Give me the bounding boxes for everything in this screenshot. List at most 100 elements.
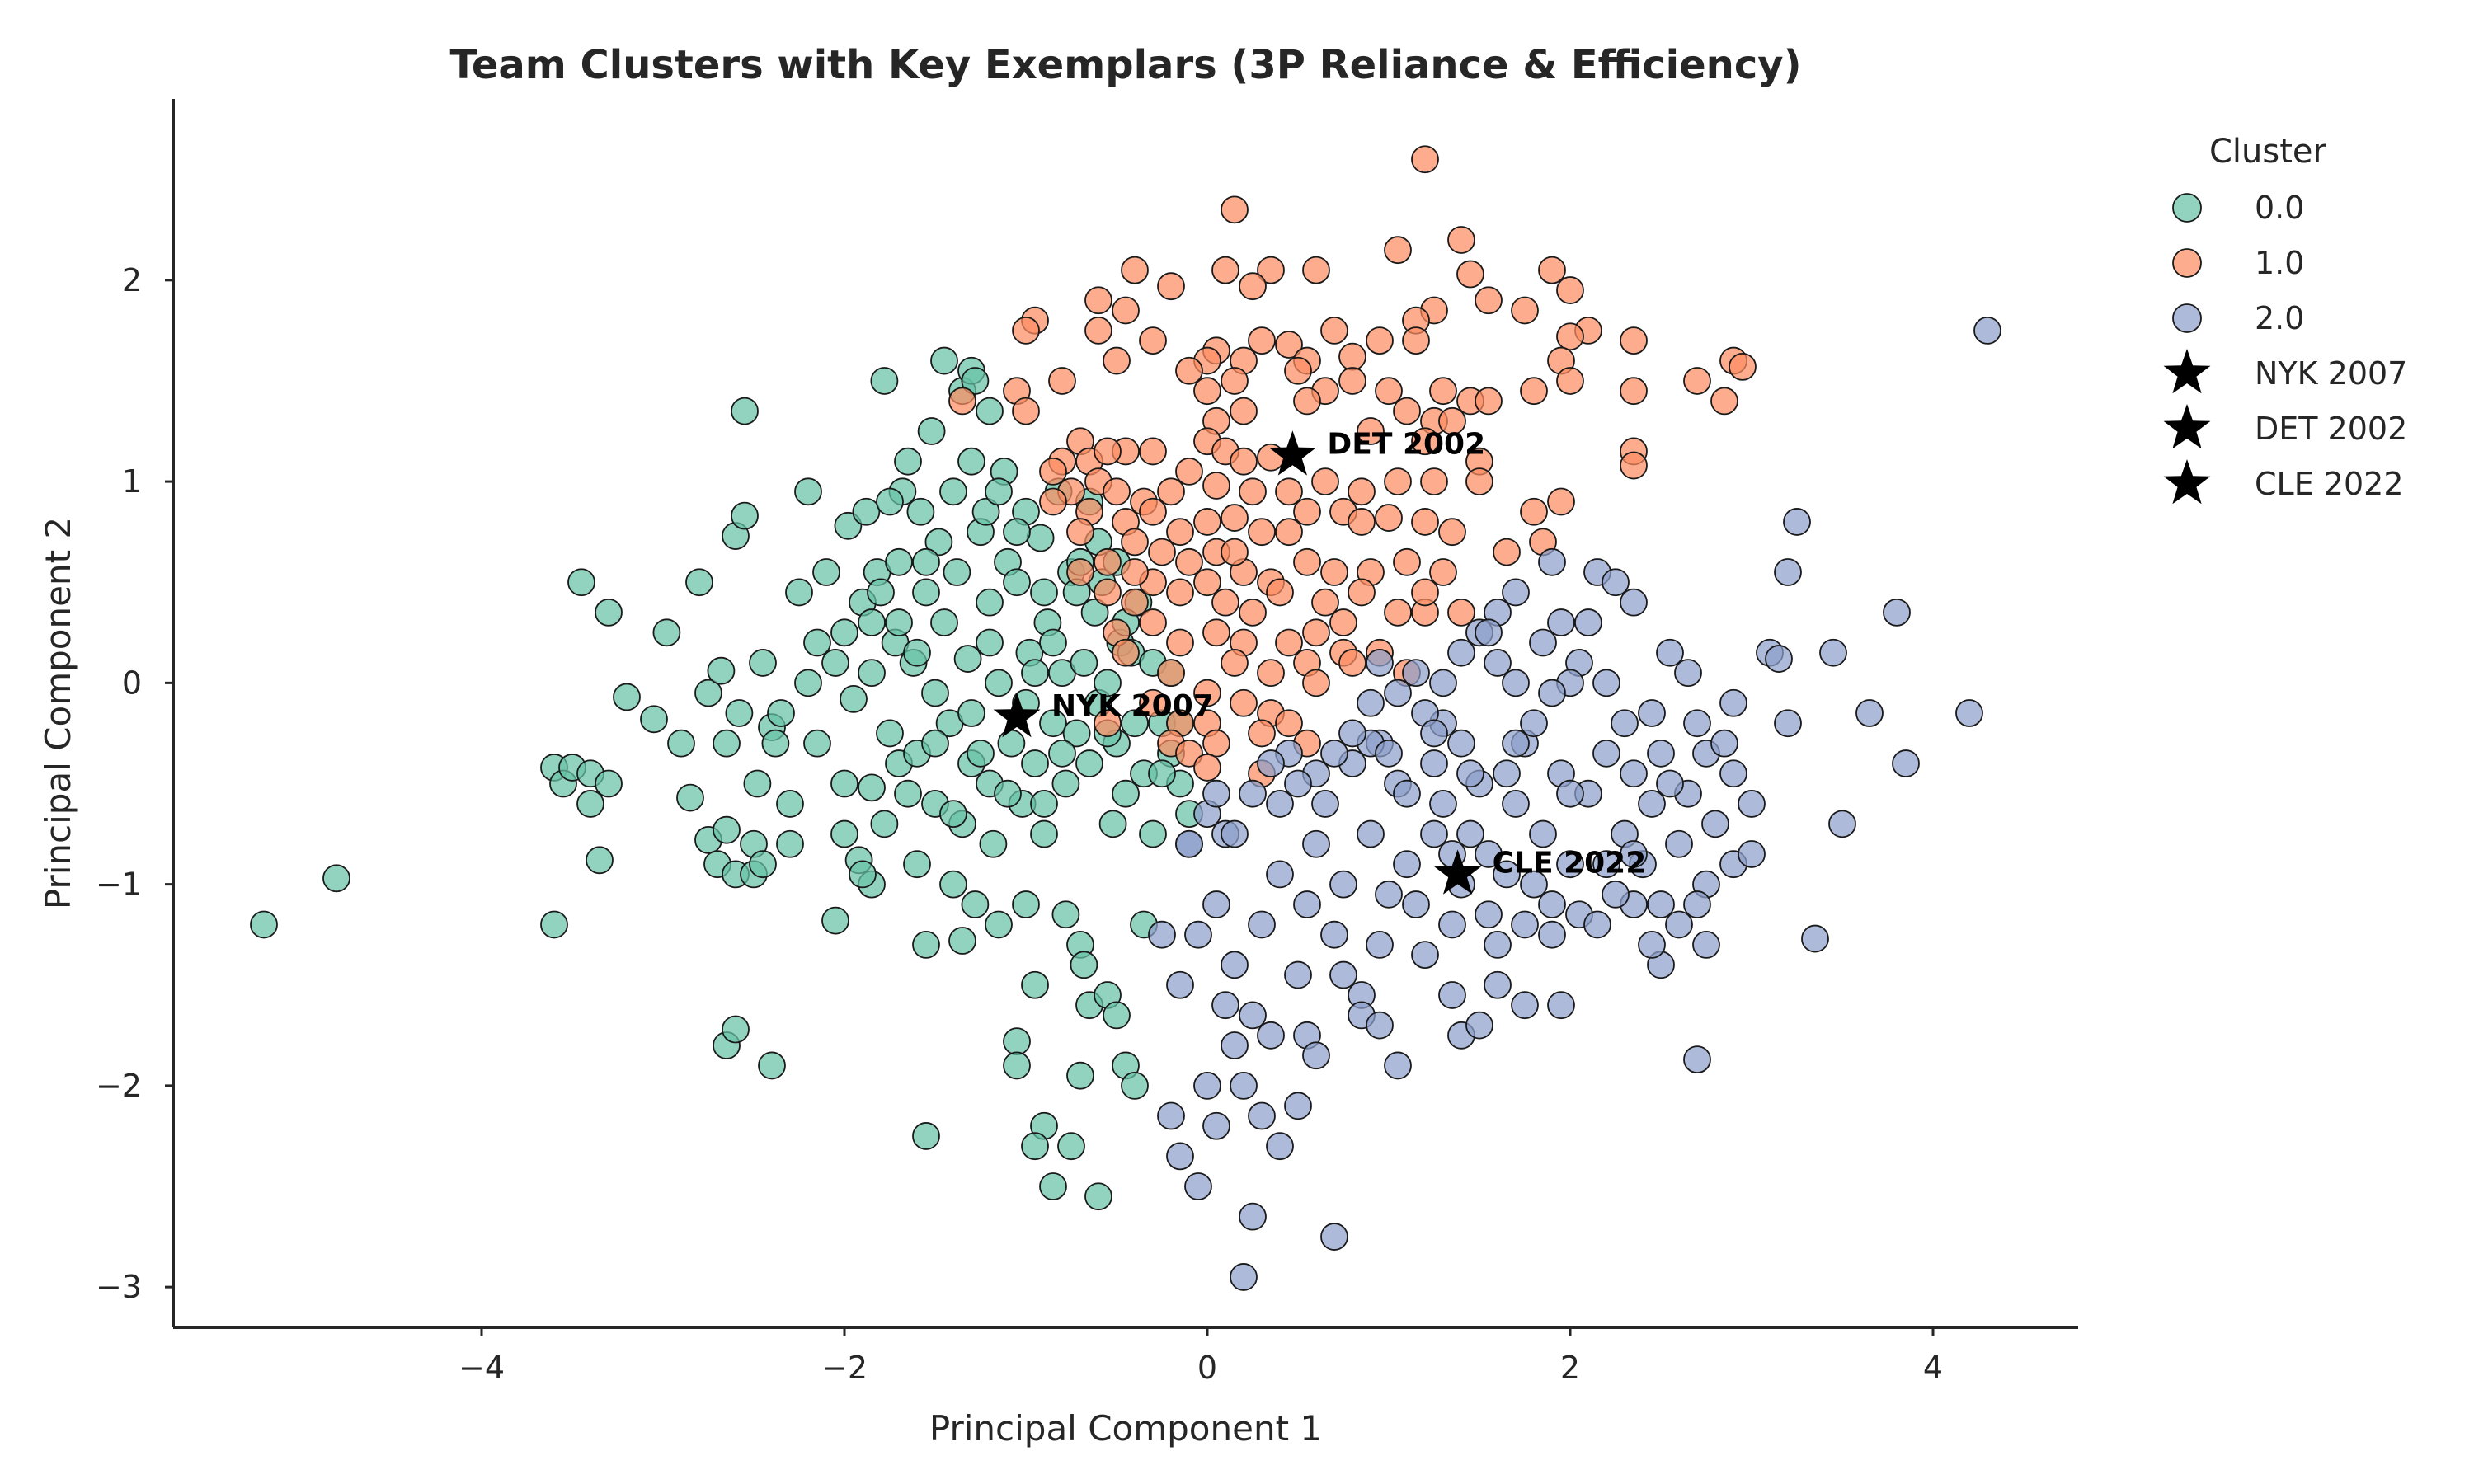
y-tick-label-1: −2 (96, 1068, 142, 1104)
point-cluster-1-11 (1157, 272, 1185, 301)
point-cluster-0-185 (885, 608, 913, 636)
point-cluster-1-170 (1094, 709, 1122, 738)
point-cluster-1-104 (1248, 518, 1276, 547)
point-cluster-1-88 (1239, 477, 1267, 506)
point-cluster-1-109 (1375, 504, 1403, 532)
legend-marker-5 (2163, 459, 2211, 505)
point-cluster-0-8 (567, 568, 595, 597)
point-cluster-2-160 (1738, 840, 1766, 868)
point-cluster-0-52 (867, 578, 895, 607)
point-cluster-1-64 (1438, 406, 1466, 435)
point-cluster-2-84 (1184, 920, 1212, 949)
point-cluster-2-70 (1311, 790, 1339, 818)
point-cluster-1-13 (1084, 286, 1112, 315)
point-cluster-2-73 (1284, 960, 1312, 989)
point-cluster-1-53 (1520, 377, 1548, 406)
point-cluster-1-134 (1266, 578, 1294, 607)
point-cluster-2-17 (1701, 810, 1729, 838)
point-cluster-2-163 (1592, 669, 1620, 697)
point-cluster-2-31 (1638, 931, 1666, 959)
point-cluster-0-12 (613, 683, 641, 711)
point-cluster-1-72 (1230, 447, 1258, 476)
point-cluster-0-138 (849, 860, 877, 889)
point-cluster-0-132 (967, 739, 995, 768)
point-cluster-2-21 (1665, 829, 1693, 858)
point-cluster-1-0 (1411, 145, 1439, 174)
point-cluster-0-108 (1094, 669, 1122, 697)
point-cluster-0-144 (1003, 1027, 1031, 1056)
point-cluster-2-132 (1429, 669, 1457, 697)
point-cluster-1-128 (1121, 588, 1149, 617)
point-cluster-2-58 (1411, 941, 1439, 970)
point-cluster-1-50 (1429, 377, 1457, 406)
point-cluster-0-96 (1039, 709, 1067, 738)
point-cluster-2-15 (1683, 709, 1711, 738)
point-cluster-1-147 (1302, 618, 1330, 647)
point-cluster-0-41 (821, 649, 849, 677)
point-cluster-2-8 (1892, 749, 1920, 777)
point-cluster-1-74 (1357, 417, 1385, 445)
point-cluster-0-191 (794, 477, 822, 506)
point-cluster-2-113 (1583, 910, 1611, 939)
point-cluster-2-37 (1592, 739, 1620, 768)
point-cluster-2-13 (1765, 645, 1793, 673)
point-cluster-1-24 (1084, 317, 1112, 345)
point-cluster-2-3 (1883, 598, 1911, 627)
legend-label-5: CLE 2022 (2255, 466, 2404, 502)
point-cluster-1-149 (1338, 649, 1366, 677)
point-cluster-2-2 (1774, 558, 1802, 586)
point-cluster-0-109 (1098, 810, 1127, 838)
point-cluster-2-14 (1719, 688, 1747, 717)
y-tick-label-3: 0 (122, 665, 142, 701)
point-cluster-0-125 (961, 367, 990, 395)
y-tick-label-5: 2 (122, 262, 142, 298)
point-cluster-0-105 (1080, 598, 1109, 627)
point-cluster-2-68 (1329, 870, 1357, 899)
point-cluster-2-92 (1239, 1202, 1267, 1231)
point-cluster-1-52 (1475, 387, 1503, 416)
point-cluster-2-87 (1211, 991, 1239, 1020)
point-cluster-2-148 (1420, 819, 1448, 848)
point-cluster-2-156 (1647, 890, 1675, 918)
legend: Cluster 0.0 1.0 2.0 NYK 2007 DET 2002 CLE 202… (2163, 133, 2407, 505)
point-cluster-1-132 (1211, 588, 1239, 617)
point-cluster-2-47 (1511, 910, 1539, 939)
point-cluster-2-60 (1393, 850, 1421, 879)
point-cluster-2-50 (1484, 931, 1512, 959)
point-cluster-1-5 (1211, 256, 1239, 284)
point-cluster-1-86 (1175, 457, 1203, 486)
exemplar-star-1 (1268, 430, 1316, 476)
point-cluster-1-80 (1039, 457, 1067, 486)
point-cluster-1-60 (1230, 397, 1258, 425)
point-cluster-1-41 (1284, 356, 1312, 385)
y-tick-label-4: 1 (122, 463, 142, 500)
point-cluster-2-49 (1493, 860, 1521, 889)
point-cluster-2-102 (1302, 1041, 1330, 1070)
point-cluster-1-131 (1193, 568, 1221, 597)
point-cluster-1-160 (1230, 688, 1258, 717)
point-cluster-2-111 (1511, 991, 1539, 1020)
point-cluster-1-95 (1520, 497, 1548, 526)
point-cluster-1-114 (1066, 518, 1094, 547)
point-cluster-2-10 (1801, 924, 1829, 953)
point-cluster-0-152 (1103, 1001, 1131, 1030)
legend-title: Cluster (2209, 133, 2327, 171)
point-cluster-2-153 (1556, 779, 1584, 808)
legend-label-3: NYK 2007 (2255, 355, 2407, 392)
point-cluster-1-25 (1248, 326, 1276, 355)
x-ticks: −4 −2 0 2 4 (459, 1327, 1943, 1386)
point-cluster-0-143 (1012, 890, 1040, 918)
point-cluster-2-80 (1221, 951, 1249, 979)
point-cluster-0-130 (985, 477, 1013, 506)
point-cluster-1-116 (1121, 528, 1149, 556)
point-cluster-2-162 (1538, 679, 1566, 707)
point-cluster-2-90 (1266, 1132, 1294, 1161)
point-cluster-1-106 (1293, 497, 1321, 526)
x-tick-label-4: 4 (1923, 1350, 1943, 1386)
point-cluster-0-145 (1003, 1051, 1031, 1080)
point-cluster-1-49 (1375, 377, 1403, 406)
point-cluster-0-103 (1070, 649, 1098, 677)
point-cluster-1-97 (1039, 487, 1067, 516)
point-cluster-1-28 (1556, 322, 1584, 351)
point-cluster-1-125 (1393, 547, 1421, 576)
